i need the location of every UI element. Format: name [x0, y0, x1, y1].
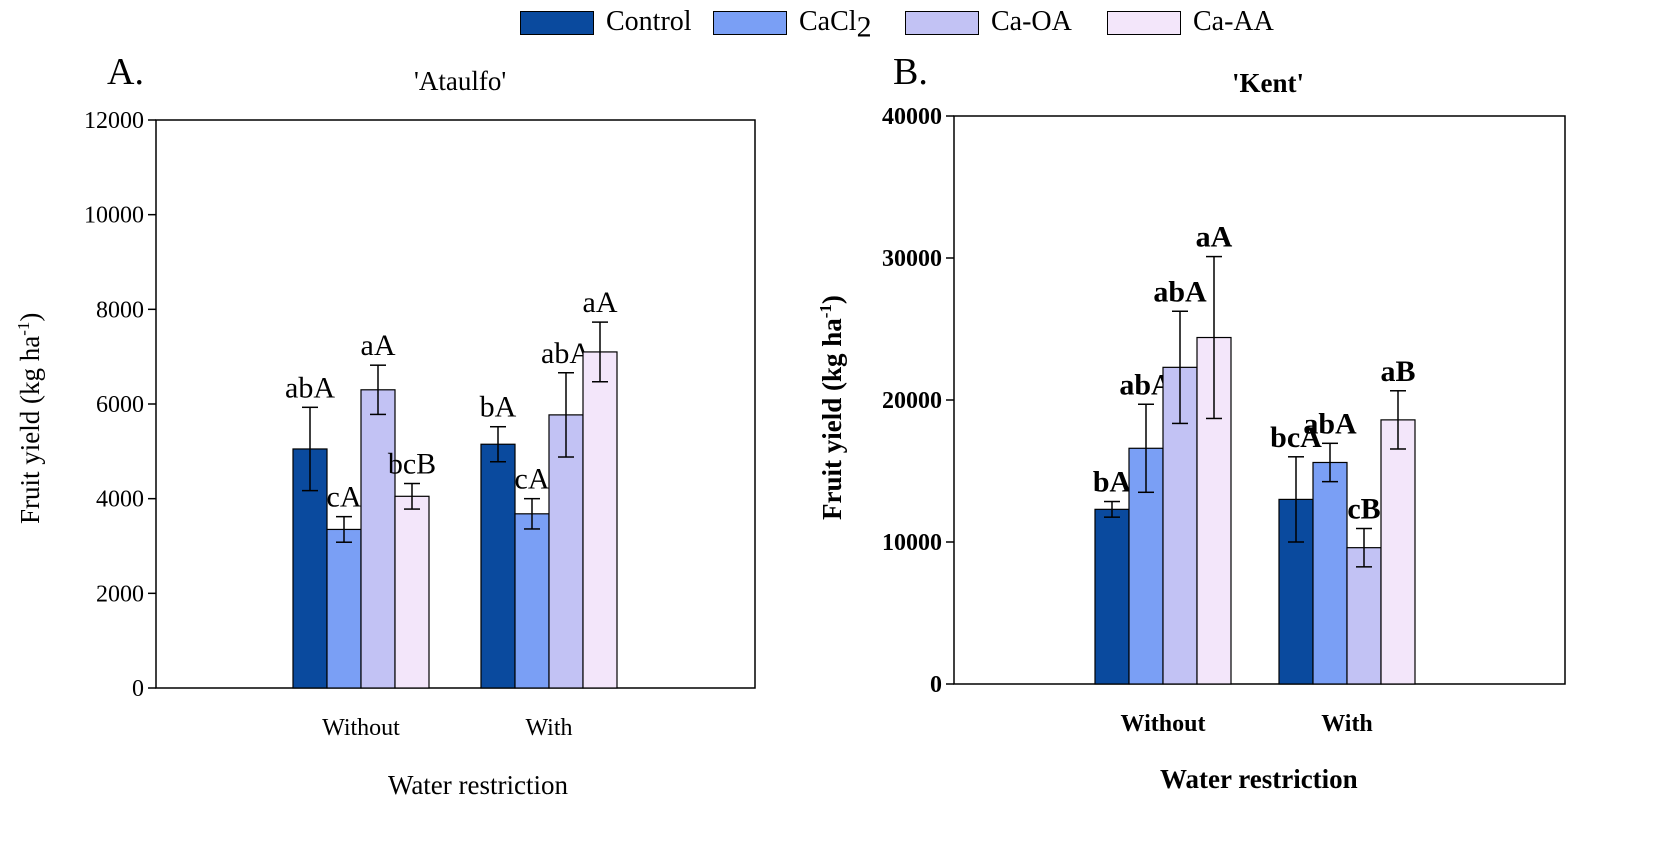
sig-label-b-0-0: bA — [1093, 466, 1132, 499]
legend-label-cacl2-sub: 2 — [856, 10, 872, 44]
y-tick-label-a-5: 10000 — [84, 203, 144, 229]
bar-b-0-0 — [1094, 508, 1130, 685]
bar-a-0-3 — [394, 495, 430, 689]
y-tick-label-a-1: 2000 — [96, 581, 144, 607]
x-category-label-b-0: Without — [1121, 711, 1206, 737]
plot-frame-b — [953, 115, 1566, 685]
y-tick-label-b-0: 0 — [930, 672, 942, 698]
panel-b-xlabel: Water restriction — [1160, 764, 1358, 794]
sig-label-a-1-1: cA — [515, 463, 550, 496]
bar-a-0-1 — [326, 528, 362, 689]
legend-swatch-ca-oa — [905, 11, 979, 35]
legend-label-ca-aa: Ca-AA — [1193, 6, 1274, 37]
bar-a-1-0 — [480, 443, 516, 689]
panel-b-letter: B. — [893, 51, 928, 93]
y-tick-label-a-6: 12000 — [84, 108, 144, 134]
bar-b-1-1 — [1312, 461, 1348, 685]
sig-label-a-0-2: aA — [361, 329, 396, 362]
bar-b-1-3 — [1380, 419, 1416, 685]
x-category-label-a-0: Without — [322, 715, 400, 741]
sig-label-b-0-3: aA — [1196, 221, 1233, 254]
panel-a-xlabel: Water restriction — [388, 770, 568, 800]
sig-label-a-1-0: bA — [480, 391, 517, 424]
sig-label-a-1-3: aA — [583, 286, 618, 319]
panel-a-letter: A. — [107, 51, 144, 93]
legend-swatch-ca-aa — [1107, 11, 1181, 35]
y-tick-label-a-4: 8000 — [96, 297, 144, 323]
x-category-label-a-1: With — [525, 715, 572, 741]
legend-swatch-control — [520, 11, 594, 35]
y-tick-label-b-3: 30000 — [882, 246, 942, 272]
y-tick-label-b-4: 40000 — [882, 104, 942, 130]
y-tick-label-b-1: 10000 — [882, 530, 942, 556]
sig-label-a-0-3: bcB — [388, 448, 436, 481]
x-category-label-b-1: With — [1321, 711, 1373, 737]
legend: Control CaCl2 Ca-OA Ca-AA — [0, 0, 1654, 48]
bar-a-1-3 — [582, 351, 618, 689]
sig-label-b-1-3: aB — [1380, 355, 1415, 388]
sig-label-b-0-2: abA — [1153, 275, 1207, 308]
bar-a-0-2 — [360, 389, 396, 689]
legend-swatch-cacl2 — [713, 11, 787, 35]
sig-label-a-0-1: cA — [327, 481, 362, 514]
y-tick-label-a-2: 4000 — [96, 487, 144, 513]
sig-label-a-0-0: abA — [285, 371, 335, 404]
y-tick-label-a-0: 0 — [132, 676, 144, 702]
panel-b-title: 'Kent' — [1232, 68, 1304, 98]
sig-label-b-1-0: bcA — [1270, 421, 1322, 454]
legend-label-ca-oa: Ca-OA — [991, 6, 1072, 37]
legend-label-control: Control — [606, 6, 692, 37]
y-tick-label-a-3: 6000 — [96, 392, 144, 418]
panel-a-title: 'Ataulfo' — [414, 66, 507, 96]
legend-label-cacl2: CaCl — [799, 6, 857, 37]
sig-label-b-1-1: abA — [1303, 407, 1357, 440]
bar-b-1-2 — [1346, 547, 1382, 685]
y-tick-label-b-2: 20000 — [882, 388, 942, 414]
sig-label-b-1-2: cB — [1347, 493, 1380, 526]
